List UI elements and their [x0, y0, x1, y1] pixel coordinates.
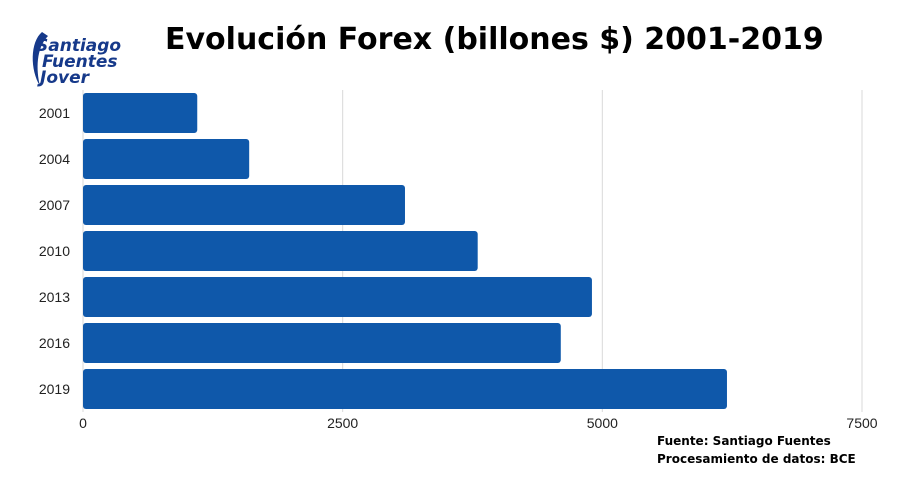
source-note: Fuente: Santiago Fuentes Procesamiento d…: [657, 432, 856, 468]
bars-group: [83, 93, 727, 409]
processing-line: Procesamiento de datos: BCE: [657, 452, 856, 466]
y-tick-label: 2010: [39, 243, 70, 259]
source-line: Fuente: Santiago Fuentes: [657, 434, 831, 448]
x-tick-label: 7500: [846, 415, 877, 431]
y-tick-label: 2016: [39, 335, 70, 351]
x-axis-labels: 0 2500 5000 7500: [79, 415, 878, 431]
logo-text-line-3: Jover: [40, 68, 89, 88]
brand-logo: Santiago Fuentes Jover: [28, 30, 158, 88]
bar-2013: [83, 277, 592, 317]
y-tick-label: 2019: [39, 381, 70, 397]
y-tick-label: 2001: [39, 105, 70, 121]
bar-2016: [83, 323, 561, 363]
chart-title: Evolución Forex (billones $) 2001-2019: [165, 22, 824, 57]
x-tick-label: 5000: [587, 415, 618, 431]
y-tick-label: 2013: [39, 289, 70, 305]
bar-2001: [83, 93, 198, 133]
bar-2019: [83, 369, 727, 409]
bar-2004: [83, 139, 250, 179]
bar-2010: [83, 231, 478, 271]
x-tick-label: 0: [79, 415, 87, 431]
logo-text-line-1: Santiago: [36, 36, 122, 56]
logo-swoosh-icon: [32, 32, 48, 86]
x-tick-label: 2500: [327, 415, 358, 431]
y-tick-label: 2007: [39, 197, 70, 213]
logo-text-line-2: Fuentes: [42, 52, 118, 72]
bar-2007: [83, 185, 405, 225]
y-axis-labels: 2001 2004 2007 2010 2013 2016 2019: [39, 105, 70, 397]
y-tick-label: 2004: [39, 151, 70, 167]
